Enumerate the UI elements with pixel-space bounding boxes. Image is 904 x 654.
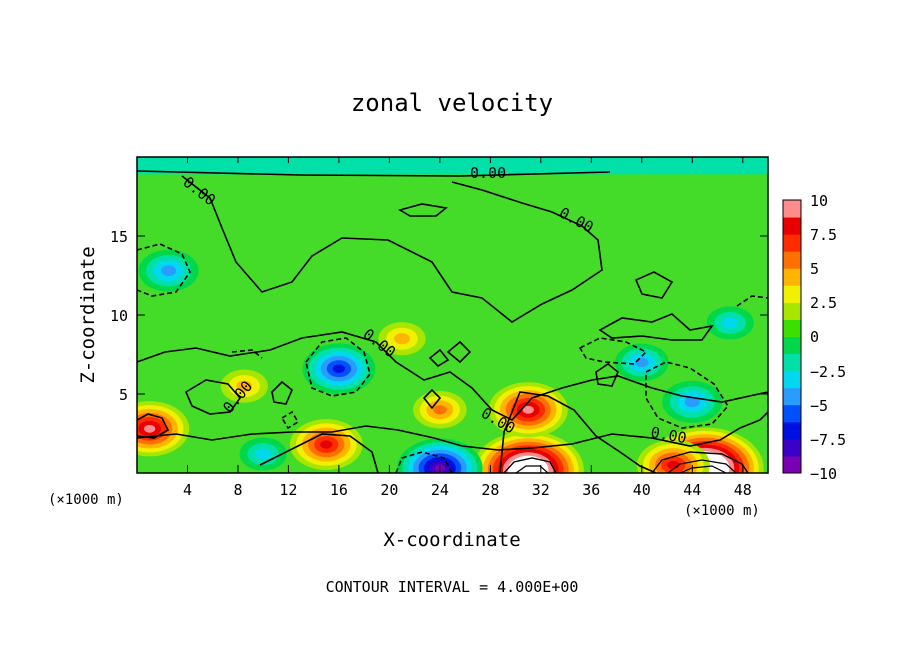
- field-blob: [394, 333, 410, 345]
- contour-line: [305, 337, 371, 397]
- colorbar-label: 5: [810, 260, 819, 278]
- field-blob: [433, 405, 447, 415]
- x-tick-label: 28: [481, 481, 499, 499]
- x-axis-ticks: [187, 157, 744, 473]
- x-tick-label: 16: [330, 481, 348, 499]
- contour-line: [428, 348, 450, 368]
- colorbar-swatch: [783, 285, 801, 303]
- colorbar-frame: [782, 199, 802, 474]
- x-tick-label: 4: [183, 481, 192, 499]
- y-axis-label: Z-coordinate: [77, 246, 99, 383]
- plot-area: 0.00 0.00 0.00 0.00 0.00 0.00 0.00: [136, 156, 769, 474]
- x-tick-label: 40: [633, 481, 651, 499]
- contour-line: [578, 337, 648, 365]
- colorbar-label: −10: [810, 465, 837, 483]
- field-blob: [635, 357, 649, 368]
- contour-line: [137, 413, 170, 439]
- contour-line: [598, 313, 714, 341]
- field-blob: [722, 317, 739, 329]
- field-blob: [522, 405, 534, 414]
- colorbar-swatch: [783, 353, 801, 372]
- x-tick-label: 44: [683, 481, 701, 499]
- contour-line: [184, 379, 242, 415]
- contour-line: [137, 170, 611, 177]
- colorbar-label: 10: [810, 192, 828, 210]
- y-axis-ticks: [137, 235, 768, 395]
- contour-line: [271, 380, 293, 405]
- contour-line: [181, 175, 603, 323]
- colorbar-label: −7.5: [810, 431, 846, 449]
- colorbar-swatch: [783, 251, 801, 269]
- chart-title: zonal velocity: [351, 89, 553, 117]
- contour-line: [736, 295, 768, 307]
- colorbar-swatch: [783, 217, 801, 235]
- x-tick-label: 48: [734, 481, 752, 499]
- x-tick-label: 12: [279, 481, 297, 499]
- contour-interval-note: CONTOUR INTERVAL = 4.000E+00: [326, 578, 579, 596]
- colorbar-swatch: [783, 302, 801, 320]
- y-tick-labels: 5 10 15: [110, 228, 128, 404]
- contour-label: 0.00: [649, 423, 688, 447]
- contour-line: [446, 340, 472, 364]
- x-unit-left: (×1000 m): [48, 492, 124, 508]
- contour-line: [499, 391, 657, 473]
- contour-line: [422, 388, 442, 410]
- contour-line: [137, 331, 768, 421]
- contour-line: [679, 465, 727, 473]
- contour-line: [503, 457, 557, 473]
- field-blob: [332, 364, 345, 373]
- field-blob: [143, 424, 156, 433]
- colorbar-swatch: [783, 370, 801, 389]
- field-blob: [523, 466, 534, 473]
- contour-line: [645, 361, 729, 429]
- x-axis-label: X-coordinate: [383, 529, 520, 551]
- contour-line: [395, 451, 453, 473]
- y-tick-label: 15: [110, 228, 128, 246]
- colorbar-label: 0: [810, 328, 819, 346]
- x-tick-label: 36: [582, 481, 600, 499]
- x-tick-label: 20: [380, 481, 398, 499]
- field-blob: [236, 380, 253, 392]
- colorbar-swatch: [783, 234, 801, 252]
- colorbar-swatch: [783, 438, 801, 457]
- y-tick-label: 10: [110, 307, 128, 325]
- colorbar-swatch: [783, 455, 801, 474]
- colorbar-swatch: [783, 268, 801, 286]
- x-tick-label: 8: [233, 481, 242, 499]
- colorbar-swatch: [783, 387, 801, 406]
- colorbar-swatches: [783, 200, 801, 474]
- x-tick-labels: 4 8 12 16 20 24 28 32 36 40 44 48: [183, 481, 752, 499]
- contour-line: [137, 243, 191, 297]
- colorbar-swatch: [783, 421, 801, 440]
- contour-line: [595, 363, 619, 387]
- colorbar-swatch: [783, 200, 801, 218]
- x-tick-label: 24: [431, 481, 449, 499]
- colorbar-swatch: [783, 404, 801, 423]
- contour-line: [515, 465, 549, 473]
- contour-label: 0.00: [470, 164, 506, 182]
- contour-line: [634, 271, 674, 299]
- x-unit-right: (×1000 m): [684, 503, 760, 519]
- colorbar: 10 7.5 5 2.5 0 −2.5 −5 −7.5 −10: [782, 192, 846, 483]
- contour-line: [667, 459, 737, 473]
- y-tick-label: 5: [119, 386, 128, 404]
- field-blob: [255, 448, 272, 460]
- contour-line: [137, 411, 768, 451]
- colorbar-label: −5: [810, 397, 828, 415]
- contour-line: [259, 433, 379, 473]
- colorbar-swatch: [783, 336, 801, 355]
- colorbar-swatch: [783, 319, 801, 337]
- field-blob: [320, 440, 333, 449]
- colorbar-label: −2.5: [810, 363, 846, 381]
- x-tick-label: 32: [532, 481, 550, 499]
- colorbar-label: 7.5: [810, 226, 837, 244]
- contour-line: [231, 349, 263, 359]
- field-blob: [684, 396, 700, 408]
- field-blob: [161, 265, 177, 277]
- field-band: [137, 157, 768, 175]
- colorbar-label: 2.5: [810, 294, 837, 312]
- contour-line: [397, 203, 448, 217]
- colorbar-labels: 10 7.5 5 2.5 0 −2.5 −5 −7.5 −10: [810, 192, 846, 483]
